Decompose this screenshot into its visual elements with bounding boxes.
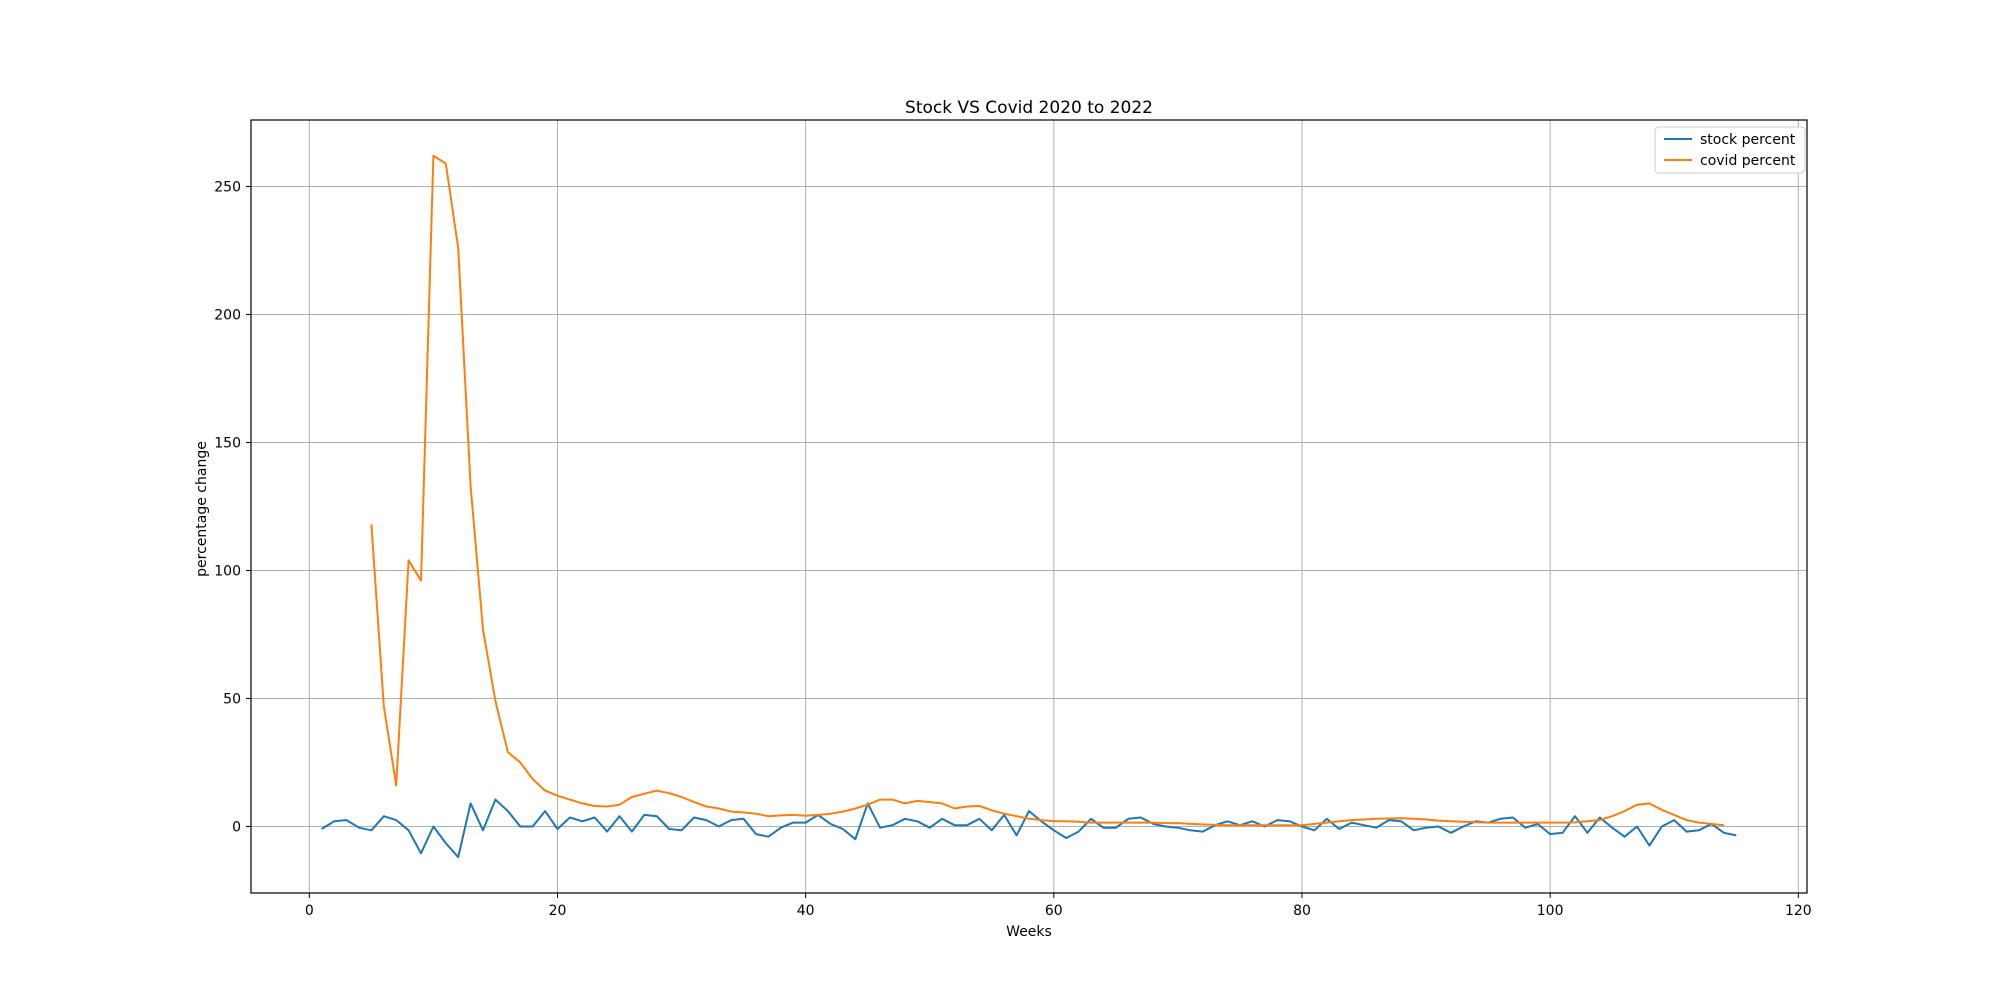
- series-layer: [321, 154, 1737, 859]
- legend-label-stock: stock percent: [1700, 132, 1796, 148]
- series-line-covid: [370, 154, 1725, 827]
- x-tick-label: 40: [797, 903, 815, 919]
- y-tick-label: 0: [232, 819, 241, 835]
- x-tick-label: 100: [1537, 903, 1564, 919]
- x-tick-label: 60: [1045, 903, 1063, 919]
- legend: stock percent covid percent: [1654, 126, 1806, 174]
- series-line-stock: [321, 798, 1737, 859]
- chart-title: Stock VS Covid 2020 to 2022: [905, 98, 1153, 118]
- y-tick-label: 200: [214, 308, 241, 324]
- x-tick-label: 80: [1293, 903, 1311, 919]
- y-tick-label: 50: [223, 691, 241, 707]
- y-tick-label: 100: [214, 563, 241, 579]
- legend-label-covid: covid percent: [1700, 153, 1796, 169]
- x-tick-label: 0: [305, 903, 314, 919]
- y-tick-label: 150: [214, 436, 241, 452]
- y-axis-label: percentage change: [194, 441, 210, 577]
- y-tick-label: 250: [214, 180, 241, 196]
- grid-lines: [251, 120, 1807, 893]
- x-axis-label: Weeks: [1006, 924, 1052, 940]
- axes-frame: [250, 119, 1808, 894]
- legend-box: [1654, 126, 1806, 174]
- axis-ticks: 0 20 40 60 80 100 120 0 50 100 150 200 250: [214, 180, 1811, 919]
- x-tick-label: 120: [1785, 903, 1812, 919]
- x-tick-label: 20: [549, 903, 567, 919]
